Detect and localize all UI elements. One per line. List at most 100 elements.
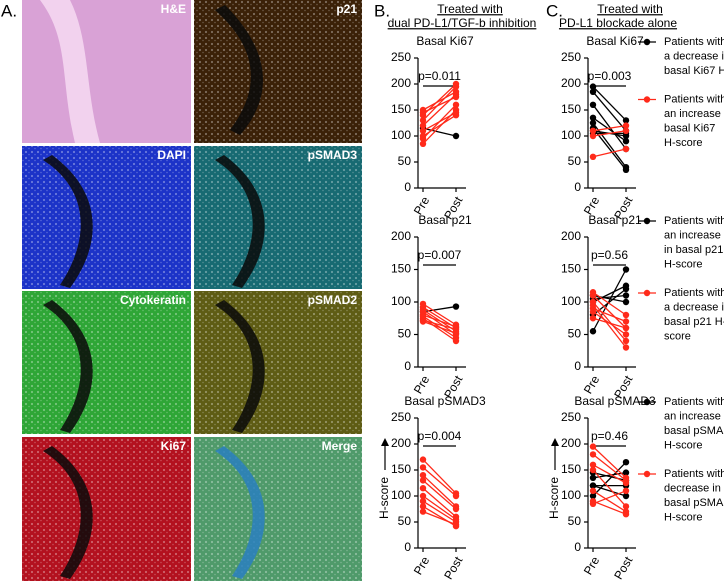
panel-heading: dual PD-L1/TGF-b inhibition — [388, 16, 537, 30]
point — [622, 318, 630, 325]
point — [589, 461, 597, 468]
y-tick-label: 250 — [561, 410, 581, 424]
pair-line — [422, 510, 457, 526]
panel-label: B. — [374, 1, 390, 20]
panel-label: A. — [1, 1, 17, 20]
pair-line — [592, 291, 627, 316]
legend-marker — [643, 289, 651, 297]
pair-line — [592, 484, 627, 497]
tile-label: p21 — [336, 2, 357, 16]
point — [589, 292, 597, 299]
pair-line — [592, 104, 627, 150]
y-tick-label: 50 — [398, 514, 412, 528]
pair-line — [422, 127, 457, 137]
point — [622, 298, 630, 306]
y-tick-label: 150 — [561, 262, 581, 276]
legend-text: an increase in — [664, 108, 724, 120]
p-value: p=0.56 — [591, 248, 628, 262]
legend-text: Patients with — [664, 396, 724, 408]
point — [452, 337, 460, 345]
point — [622, 459, 630, 466]
tile-texture — [194, 0, 362, 143]
point — [622, 331, 630, 338]
point — [589, 119, 597, 127]
point — [452, 101, 460, 109]
tile-label: Ki67 — [161, 439, 187, 453]
pair-line — [592, 86, 627, 121]
y-tick-label: 250 — [391, 410, 411, 424]
chart-title: Basal pSMAD3 — [574, 394, 656, 408]
point — [622, 138, 630, 145]
x-tick-label: Pre — [581, 554, 603, 577]
point — [622, 511, 630, 518]
tile-vessels — [43, 5, 265, 579]
legend-text: an increase — [664, 229, 721, 241]
y-tick-label: 150 — [391, 462, 411, 476]
pair-line — [592, 490, 627, 513]
point — [452, 109, 460, 116]
y-tick-label: 200 — [561, 436, 581, 450]
legend-text: basal Ki67 H-score — [664, 65, 724, 77]
point — [419, 498, 427, 505]
legend-text: H-score — [664, 511, 703, 523]
point — [622, 503, 630, 510]
point — [452, 505, 460, 513]
pair-line — [422, 303, 457, 326]
y-axis-label: H-score — [547, 477, 561, 519]
y-tick-label: 50 — [398, 154, 412, 168]
legend-text: basal p21 H- — [664, 316, 724, 328]
point — [589, 101, 597, 109]
chart-title: Basal p21 — [588, 213, 642, 227]
y-tick-label: 250 — [561, 50, 581, 64]
pair-line — [592, 317, 627, 329]
point — [622, 266, 630, 273]
point — [419, 127, 427, 134]
pair-line — [422, 466, 457, 497]
pair-line — [422, 320, 457, 334]
pair-line — [422, 500, 457, 523]
legend-text: a decrease in — [664, 50, 724, 62]
y-tick-label: 100 — [561, 294, 581, 308]
point — [452, 492, 460, 500]
panel-heading: Treated with — [437, 2, 503, 16]
point — [419, 464, 427, 471]
point — [589, 474, 597, 481]
point — [589, 83, 597, 90]
legend-text: basal Ki67 — [664, 122, 715, 134]
tile-label: pSMAD3 — [308, 148, 358, 162]
legend-marker — [643, 96, 651, 103]
pair-line — [592, 490, 627, 505]
pair-line — [592, 469, 627, 507]
point — [622, 292, 630, 299]
legend-text: an increase in — [664, 410, 724, 422]
y-tick-label: 50 — [568, 514, 582, 528]
pair-line — [592, 127, 627, 171]
y-tick-label: 150 — [561, 102, 581, 116]
point — [622, 337, 630, 345]
legend-text: a decrease in — [664, 301, 724, 313]
point — [419, 117, 427, 124]
chart-title: Basal p21 — [418, 213, 472, 227]
legend-text: H-score — [664, 137, 703, 149]
y-tick-label: 50 — [398, 327, 412, 341]
legend-text: Patients with — [664, 215, 724, 227]
point — [452, 521, 460, 528]
y-tick-label: 50 — [568, 154, 582, 168]
legend-text: H-score — [664, 258, 703, 270]
point — [622, 344, 630, 351]
point — [622, 117, 630, 124]
point — [589, 127, 597, 134]
legend-marker — [643, 217, 651, 225]
pair-line — [592, 130, 627, 137]
pair-line — [422, 495, 457, 520]
y-tick-label: 150 — [391, 102, 411, 116]
point — [589, 132, 597, 140]
point — [589, 88, 597, 96]
pair-line — [422, 319, 457, 330]
x-tick-label: Pre — [411, 554, 433, 577]
point — [622, 469, 630, 476]
point — [419, 106, 427, 114]
panel-heading: Treated with — [597, 2, 663, 16]
pair-line — [592, 464, 627, 484]
legend-text: Patients with — [664, 93, 724, 105]
